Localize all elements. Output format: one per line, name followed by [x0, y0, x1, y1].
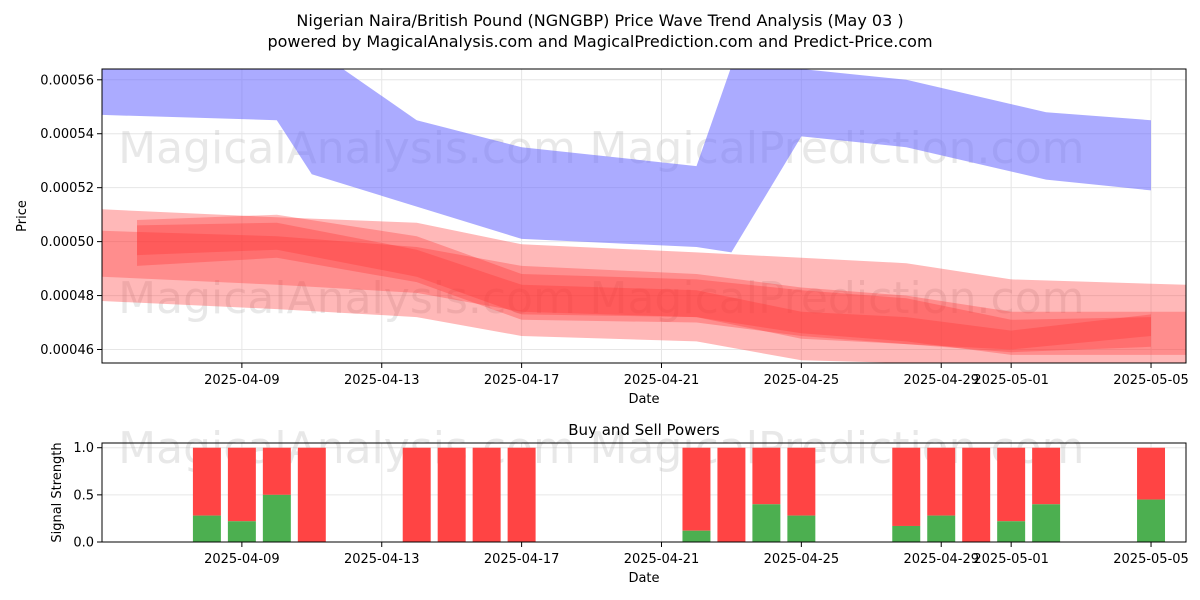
buy-bar	[892, 525, 921, 542]
chart-title-line1: Nigerian Naira/British Pound (NGNGBP) Pr…	[296, 11, 903, 30]
red-trend-band	[137, 214, 1151, 353]
sell-bar	[962, 447, 991, 542]
y-tick-label: 0.00050	[40, 235, 94, 250]
x-tick-label: 2025-04-13	[344, 373, 420, 388]
sell-bar	[927, 447, 956, 516]
chart-title-line2: powered by MagicalAnalysis.com and Magic…	[267, 32, 932, 51]
x-tick-label: 2025-04-09	[204, 552, 280, 567]
sell-bar	[787, 447, 816, 516]
sell-bar	[752, 447, 781, 505]
y-tick-label: 0.5	[73, 488, 94, 503]
buy-bar	[227, 521, 256, 542]
sell-bar	[717, 447, 746, 542]
sell-bar	[262, 447, 291, 495]
x-tick-label: 2025-04-13	[344, 552, 420, 567]
x-tick-label: 2025-04-09	[204, 373, 280, 388]
main-plot-frame	[101, 68, 1187, 364]
buy-bar	[1137, 499, 1166, 542]
x-tick-label: 2025-05-01	[973, 552, 1049, 567]
x-tick-label: 2025-04-25	[764, 373, 840, 388]
x-tick-label: 2025-04-25	[764, 552, 840, 567]
red-trend-band	[137, 222, 1151, 350]
x-tick-label: 2025-05-01	[973, 373, 1049, 388]
price-wave-chart: MagicalAnalysis.com MagicalPrediction.com…	[15, 68, 1189, 407]
x-tick-label: 2025-04-29	[903, 373, 979, 388]
y-tick-label: 0.0	[73, 536, 94, 551]
sell-bar	[507, 447, 536, 542]
y-tick-label: 0.00046	[40, 343, 94, 358]
y-tick-label: 0.00054	[40, 127, 94, 142]
x-tick-label: 2025-04-17	[484, 373, 560, 388]
buy-bar	[262, 494, 291, 542]
x-axis-label: Date	[628, 392, 659, 407]
x-tick-label: 2025-04-21	[624, 373, 700, 388]
x-tick-label: 2025-04-17	[484, 552, 560, 567]
sell-bar	[402, 447, 431, 542]
y-tick-label: 0.00052	[40, 181, 94, 196]
sell-bar	[472, 447, 501, 542]
buy-bar	[192, 515, 221, 542]
x-tick-label: 2025-04-29	[903, 552, 979, 567]
buy-bar	[1032, 504, 1061, 542]
sub-plot-frame	[101, 442, 1187, 543]
sell-bar	[997, 447, 1026, 522]
y-axis-label: Signal Strength	[50, 442, 65, 542]
buy-bar	[752, 504, 781, 542]
sell-bar	[1137, 447, 1166, 500]
sell-bar	[1032, 447, 1061, 505]
sell-bar	[437, 447, 466, 542]
red-trend-band	[102, 209, 1186, 363]
y-tick-label: 1.0	[73, 441, 94, 456]
x-tick-label: 2025-04-21	[624, 552, 700, 567]
watermark: MagicalAnalysis.com	[118, 423, 576, 474]
sell-bar	[892, 447, 921, 526]
y-axis-label: Price	[15, 200, 30, 232]
x-axis-label: Date	[628, 571, 659, 586]
plot-area	[102, 69, 1186, 363]
x-tick-label: 2025-05-05	[1113, 552, 1189, 567]
sub-chart-title: Buy and Sell Powers	[568, 421, 720, 439]
sell-bar	[227, 447, 256, 522]
sell-bar	[192, 447, 221, 516]
buy-bar	[682, 530, 711, 542]
buy-bar	[927, 515, 956, 542]
y-tick-label: 0.00048	[40, 289, 94, 304]
bar-group	[192, 447, 1166, 542]
buy-bar	[997, 521, 1026, 542]
watermark: MagicalAnalysis.com	[118, 273, 576, 324]
x-tick-label: 2025-05-05	[1113, 373, 1189, 388]
blue-trend-band	[102, 69, 1151, 253]
sell-bar	[297, 447, 326, 542]
watermark: MagicalPrediction.com	[590, 273, 1085, 324]
red-trend-band	[102, 230, 1186, 355]
buy-bar	[787, 515, 816, 542]
sell-bar	[682, 447, 711, 531]
buy-sell-power-chart: MagicalAnalysis.com MagicalPrediction.com…	[50, 421, 1189, 586]
y-tick-label: 0.00056	[40, 73, 94, 88]
